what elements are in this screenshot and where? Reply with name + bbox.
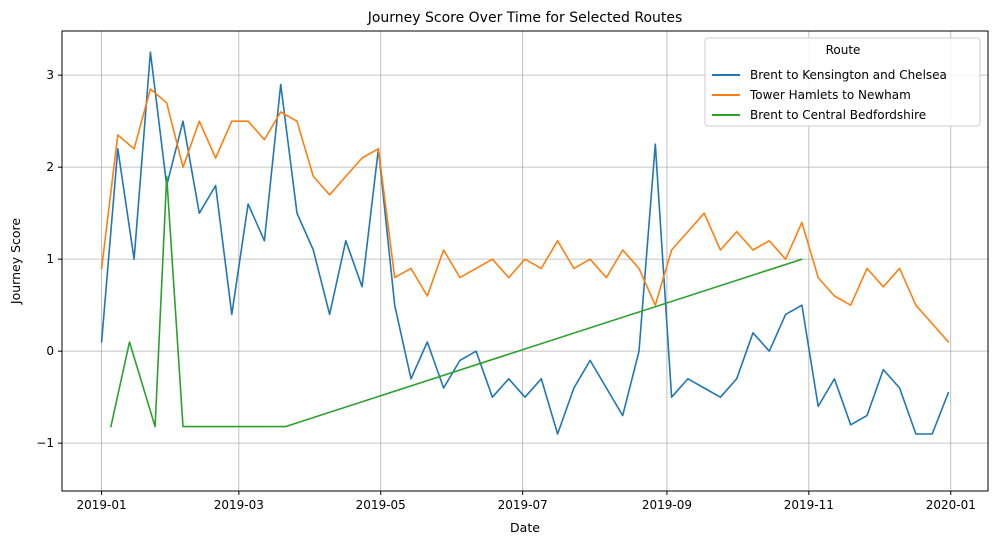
plot-frame bbox=[61, 30, 989, 492]
x-tick-label: 2019-05 bbox=[356, 498, 406, 512]
x-tick-label: 2019-09 bbox=[642, 498, 692, 512]
y-axis-label: Journey Score bbox=[8, 218, 23, 305]
x-tick-label: 2019-01 bbox=[76, 498, 126, 512]
series-line-1 bbox=[100, 51, 950, 435]
ticks: 2019-01 2019-03 2019-05 2019-07 2019-09 2019-… bbox=[36, 68, 976, 512]
legend-label: Brent to Central Bedfordshire bbox=[750, 108, 926, 122]
legend-label: Tower Hamlets to Newham bbox=[749, 88, 911, 102]
x-tick-label: 2019-03 bbox=[214, 498, 264, 512]
y-tick-label: 3 bbox=[46, 68, 54, 82]
x-tick-label: 2019-11 bbox=[784, 498, 834, 512]
legend-label: Brent to Kensington and Chelsea bbox=[750, 68, 947, 82]
legend: Route Brent to Kensington and Chelsea Tow… bbox=[704, 37, 981, 127]
chart-title: Journey Score Over Time for Selected Rou… bbox=[367, 10, 683, 26]
legend-items: Brent to Kensington and Chelsea Tower Ham… bbox=[712, 68, 947, 122]
x-tick-label: 2020-01 bbox=[926, 498, 976, 512]
series-layer bbox=[100, 51, 950, 435]
y-tick-label: −1 bbox=[36, 436, 54, 450]
x-axis-label: Date bbox=[510, 520, 540, 535]
series-line-2 bbox=[100, 88, 950, 343]
x-tick-label: 2019-07 bbox=[498, 498, 548, 512]
y-tick-label: 1 bbox=[46, 252, 54, 266]
legend-box bbox=[704, 37, 981, 127]
y-tick-label: 0 bbox=[46, 344, 54, 358]
series-line-3 bbox=[110, 175, 803, 428]
y-tick-label: 2 bbox=[46, 160, 54, 174]
legend-title: Route bbox=[826, 43, 861, 57]
